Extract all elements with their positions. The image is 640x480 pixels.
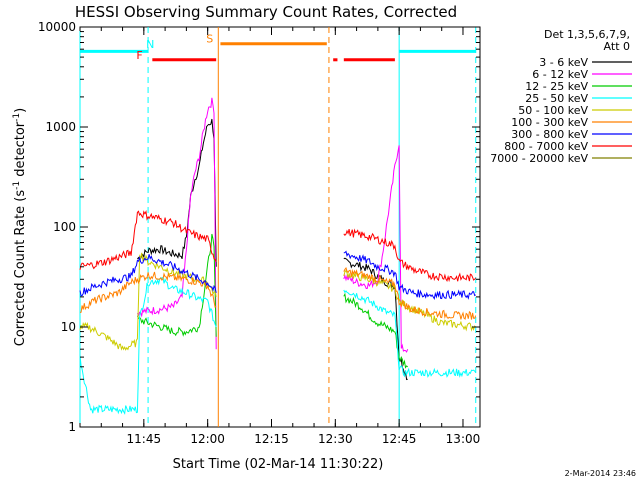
x-tick-label: 12:45 [382, 432, 417, 446]
series-line [343, 145, 409, 353]
legend-label: 300 - 800 keV [511, 128, 588, 141]
x-axis-label: Start Time (02-Mar-14 11:30:22) [173, 457, 384, 472]
series-line [343, 257, 408, 381]
legend-label: 25 - 50 keV [525, 92, 588, 105]
y-axis-label-tail: detector [13, 121, 28, 181]
y-tick-label: 10 [61, 320, 76, 334]
series-line [343, 266, 477, 320]
axis-layer: 11:45 12:00 12:15 12:30 12:45 13:00 1 10 100 1000… [38, 20, 480, 446]
state-bar-label: S [206, 32, 213, 45]
x-tick-label: 12:15 [254, 432, 289, 446]
legend-label: 12 - 25 keV [525, 80, 588, 93]
series-line [343, 269, 477, 332]
legend-label: 800 - 7000 keV [504, 140, 588, 153]
series-line [136, 233, 217, 337]
series-line [79, 271, 217, 313]
series-line [343, 250, 476, 301]
legend-header-1: Det 1,3,5,6,7,9, [544, 28, 630, 41]
y-tick-label: 100 [53, 220, 76, 234]
series-line [79, 209, 217, 270]
y-tick-label: 1 [68, 420, 76, 434]
plot-frame [79, 26, 481, 428]
series-line [343, 292, 408, 369]
y-tick-label: 1000 [45, 120, 76, 134]
y-axis-label-sup: -1 [12, 181, 22, 190]
footer-timestamp: 2-Mar-2014 23:46 [565, 469, 636, 478]
state-bars-layer: NF S [80, 32, 476, 62]
series-line [79, 254, 217, 297]
series-line [343, 289, 477, 378]
legend-label: 3 - 6 keV [539, 56, 588, 69]
state-bar-label: F [136, 49, 142, 62]
chart-title: HESSI Observing Summary Count Rates, Cor… [75, 3, 457, 21]
y-axis-label-main: Corrected Count Rate (s [13, 190, 28, 347]
series-line [79, 276, 217, 415]
x-tick-label: 12:30 [318, 432, 353, 446]
x-tick-label: 13:00 [446, 432, 481, 446]
y-axis-label-end: ) [13, 108, 28, 113]
y-tick-label: 10000 [38, 20, 76, 34]
y-axis-label-sup2: -1 [12, 113, 22, 122]
legend-header-2: Att 0 [604, 40, 630, 53]
legend-label: 7000 - 20000 keV [490, 152, 588, 165]
legend-label: 6 - 12 keV [532, 68, 588, 81]
y-axis-label: Corrected Count Rate (s-1 detector-1) [12, 108, 28, 346]
legend-label: 100 - 300 keV [511, 116, 588, 129]
state-bar-label: N [146, 38, 154, 51]
vlines-layer [79, 27, 477, 427]
series-line [136, 97, 217, 350]
x-tick-label: 12:00 [190, 432, 225, 446]
series-line [343, 228, 477, 283]
series-line [137, 118, 217, 267]
series-layer [79, 97, 477, 415]
legend-label: 50 - 100 keV [518, 104, 588, 117]
x-tick-label: 11:45 [127, 432, 162, 446]
